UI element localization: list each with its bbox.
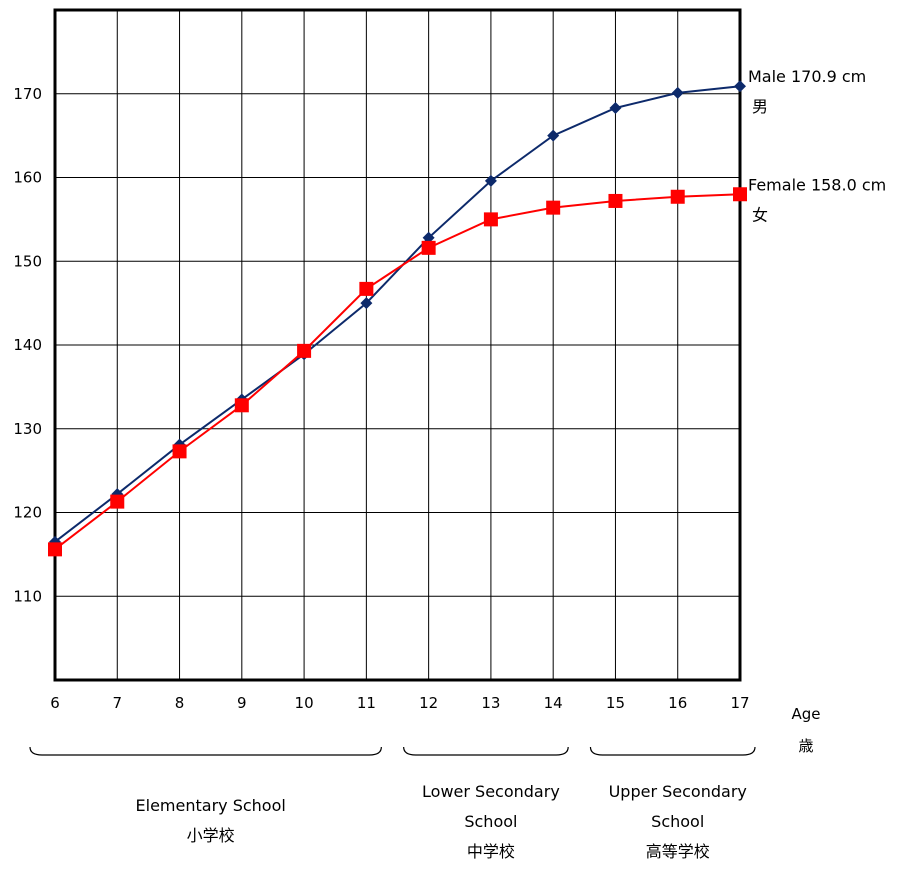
male-data-point [360,297,373,310]
school-label: Elementary School [136,796,286,815]
female-data-point [48,542,62,557]
female-data-point [421,240,436,255]
x-tick-label: 17 [730,694,749,712]
male-series-line [54,85,741,543]
female-data-point [110,494,125,509]
school-label: Upper Secondary [609,782,747,801]
female-series-label-jp: 女 [752,205,768,224]
grid-lines [54,10,741,680]
x-tick-label: 9 [237,694,247,712]
x-tick-label: 15 [606,694,625,712]
school-label: 中学校 [467,842,515,861]
y-tick-labels: 110 120 130 140 150 160 170 [13,85,42,606]
plot-frame [53,8,742,682]
female-data-point [234,398,249,413]
x-tick-label: 14 [544,694,563,712]
school-label: Lower Secondary [422,782,560,801]
x-axis-label: Age [791,705,820,723]
female-data-point [483,212,498,227]
school-bracket [589,746,756,756]
y-tick-label: 170 [13,85,42,103]
x-tick-label: 10 [295,694,314,712]
male-series-label-jp: 男 [752,97,768,116]
school-label: School [464,812,517,831]
female-series-label: Female 158.0 cm [748,175,886,194]
female-data-point [297,343,312,358]
x-tick-label: 13 [481,694,500,712]
male-data-point [609,101,622,114]
male-series-label: Male 170.9 cm [748,67,866,86]
series-labels: Male 170.9 cm 男 Female 158.0 cm 女 [748,67,886,224]
female-data-point [608,193,623,208]
y-tick-label: 120 [13,504,42,522]
school-label: 高等学校 [646,842,710,861]
male-data-point [422,231,435,244]
school-label: 小学校 [187,826,235,845]
female-data-point [546,200,561,215]
x-tick-label: 16 [668,694,687,712]
female-series-line [54,193,741,551]
female-data-point [172,444,187,459]
female-data-point [670,189,685,204]
male-data-point [484,174,497,187]
y-tick-label: 140 [13,336,42,354]
school-bracket [29,746,382,756]
female-data-point [359,281,374,296]
school-bracket [403,746,569,756]
x-axis-label-jp: 歳 [798,737,813,755]
y-tick-label: 110 [13,587,42,605]
x-tick-label: 7 [112,694,122,712]
x-tick-labels: 6 7 8 9 10 11 12 13 14 15 16 17 [50,694,749,712]
data-series [48,80,747,557]
y-tick-label: 150 [13,252,42,270]
x-tick-label: 11 [357,694,376,712]
x-tick-label: 8 [175,694,185,712]
male-data-point [671,86,684,99]
y-tick-label: 130 [13,420,42,438]
x-tick-label: 6 [50,694,60,712]
female-data-point [733,187,747,202]
school-brackets: Elementary School 小学校 Lower Secondary Schoo… [29,746,756,861]
male-data-point [547,129,560,142]
male-data-point [734,80,746,93]
x-tick-label: 12 [419,694,438,712]
school-label: School [651,812,704,831]
y-tick-label: 160 [13,169,42,187]
